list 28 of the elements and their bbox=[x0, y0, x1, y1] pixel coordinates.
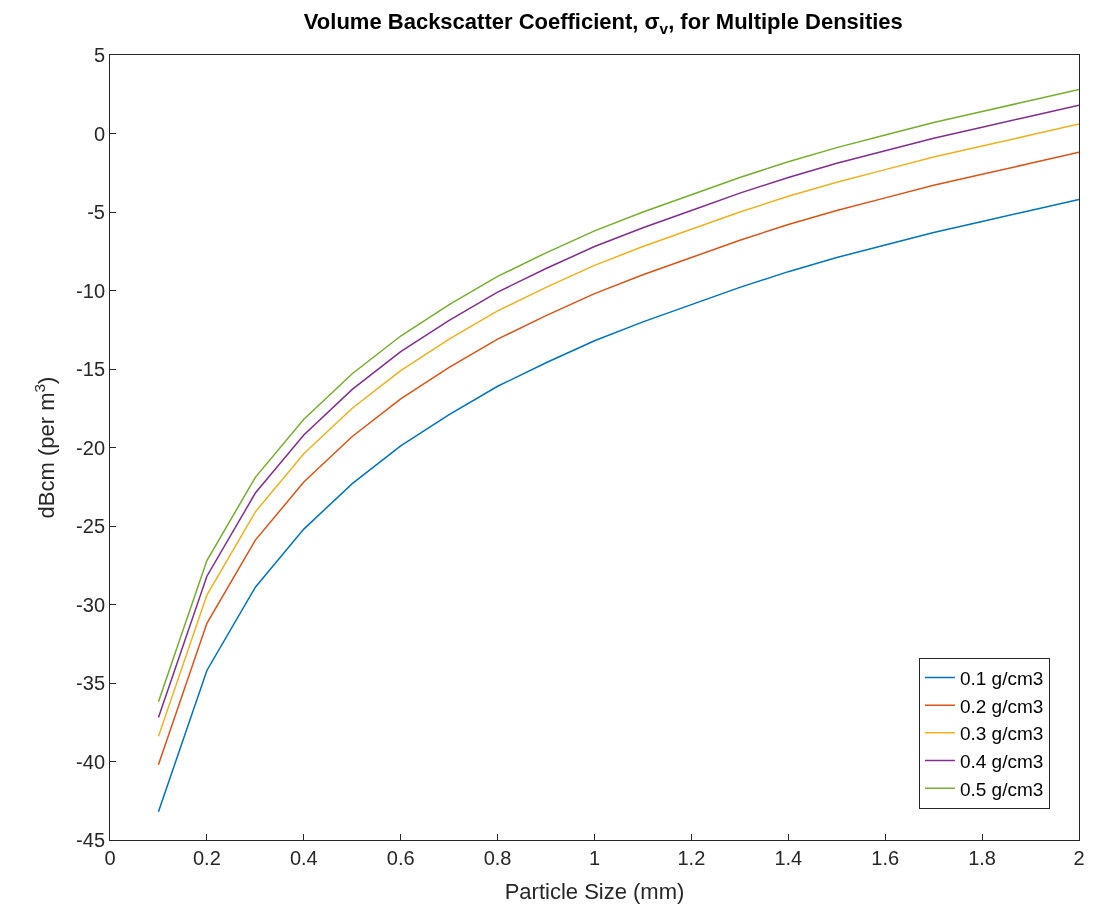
x-tick-label: 0.2 bbox=[192, 847, 221, 869]
y-tick-label: -25 bbox=[76, 515, 105, 537]
x-tick-label: 1.8 bbox=[968, 847, 997, 869]
y-tick-label: -40 bbox=[76, 750, 105, 773]
x-tick-label: 2 bbox=[1073, 847, 1085, 869]
legend-label: 0.4 g/cm3 bbox=[959, 750, 1044, 772]
legend-label: 0.3 g/cm3 bbox=[959, 723, 1044, 745]
y-tick-label: 0 bbox=[93, 122, 105, 145]
legend-label: 0.1 g/cm3 bbox=[959, 667, 1044, 689]
x-tick-label: 0.8 bbox=[483, 847, 512, 869]
y-tick-label: -20 bbox=[76, 436, 105, 459]
x-tick-label: 0.4 bbox=[289, 847, 318, 869]
y-tick-label: -45 bbox=[76, 829, 105, 851]
x-tick-label: 0.6 bbox=[386, 847, 415, 869]
x-tick-label: 1 bbox=[588, 847, 601, 869]
y-tick-label: -5 bbox=[87, 201, 105, 223]
legend-label: 0.5 g/cm3 bbox=[959, 778, 1044, 800]
legend-label: 0.2 g/cm3 bbox=[959, 695, 1044, 717]
x-axis-title: Particle Size (mm) bbox=[504, 878, 685, 904]
y-tick-label: -10 bbox=[76, 279, 105, 302]
y-tick-label: 5 bbox=[93, 44, 105, 66]
x-tick-label: 1.6 bbox=[871, 847, 900, 869]
x-tick-label: 1.2 bbox=[677, 847, 706, 869]
y-tick-label: -35 bbox=[76, 672, 105, 694]
y-tick-label: -30 bbox=[76, 593, 105, 616]
y-tick-label: -15 bbox=[76, 358, 105, 380]
chart-title: Volume Backscatter Coefficient, σ$_{v}$, for Multiple Densities bbox=[303, 9, 903, 37]
x-tick-label: 1.4 bbox=[774, 847, 803, 869]
